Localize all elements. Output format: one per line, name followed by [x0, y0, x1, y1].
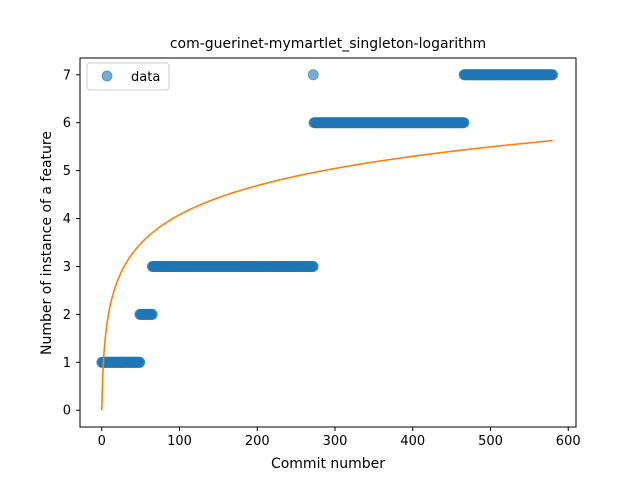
x-tick-label: 100 [167, 434, 192, 449]
y-tick-label: 3 [63, 260, 71, 275]
legend-label: data [131, 70, 160, 85]
x-axis-ticks: 0 100 200 300 400 500 600 [98, 427, 581, 449]
y-tick-label: 7 [63, 68, 71, 83]
x-axis-label: Commit number [271, 456, 385, 472]
data-point [547, 69, 559, 81]
x-tick-label: 500 [478, 434, 503, 449]
data-point [307, 260, 319, 272]
y-tick-label: 0 [63, 404, 71, 419]
x-tick-label: 300 [323, 434, 348, 449]
data-point [458, 117, 470, 129]
data-point [134, 356, 146, 368]
y-tick-label: 5 [63, 164, 71, 179]
data-point [307, 69, 319, 81]
y-axis-label: Number of instance of a feature [39, 131, 55, 355]
data-point [146, 308, 158, 320]
y-tick-label: 6 [63, 116, 71, 131]
x-tick-label: 0 [98, 434, 106, 449]
plot-area [79, 57, 577, 428]
scatter-series [96, 69, 559, 368]
y-tick-label: 2 [63, 308, 71, 323]
axes-frame [79, 57, 577, 428]
legend: data [86, 62, 170, 91]
y-tick-label: 1 [63, 356, 71, 371]
legend-box [86, 62, 170, 91]
legend-marker [101, 70, 113, 82]
x-tick-label: 200 [245, 434, 270, 449]
y-axis-ticks: 0 1 2 3 4 5 6 7 [63, 68, 80, 419]
x-tick-label: 400 [400, 434, 425, 449]
x-tick-label: 600 [556, 434, 581, 449]
chart-title: com-guerinet-mymartlet_singleton-logarit… [170, 36, 486, 52]
y-tick-label: 4 [63, 212, 71, 227]
fit-line [100, 139, 553, 411]
